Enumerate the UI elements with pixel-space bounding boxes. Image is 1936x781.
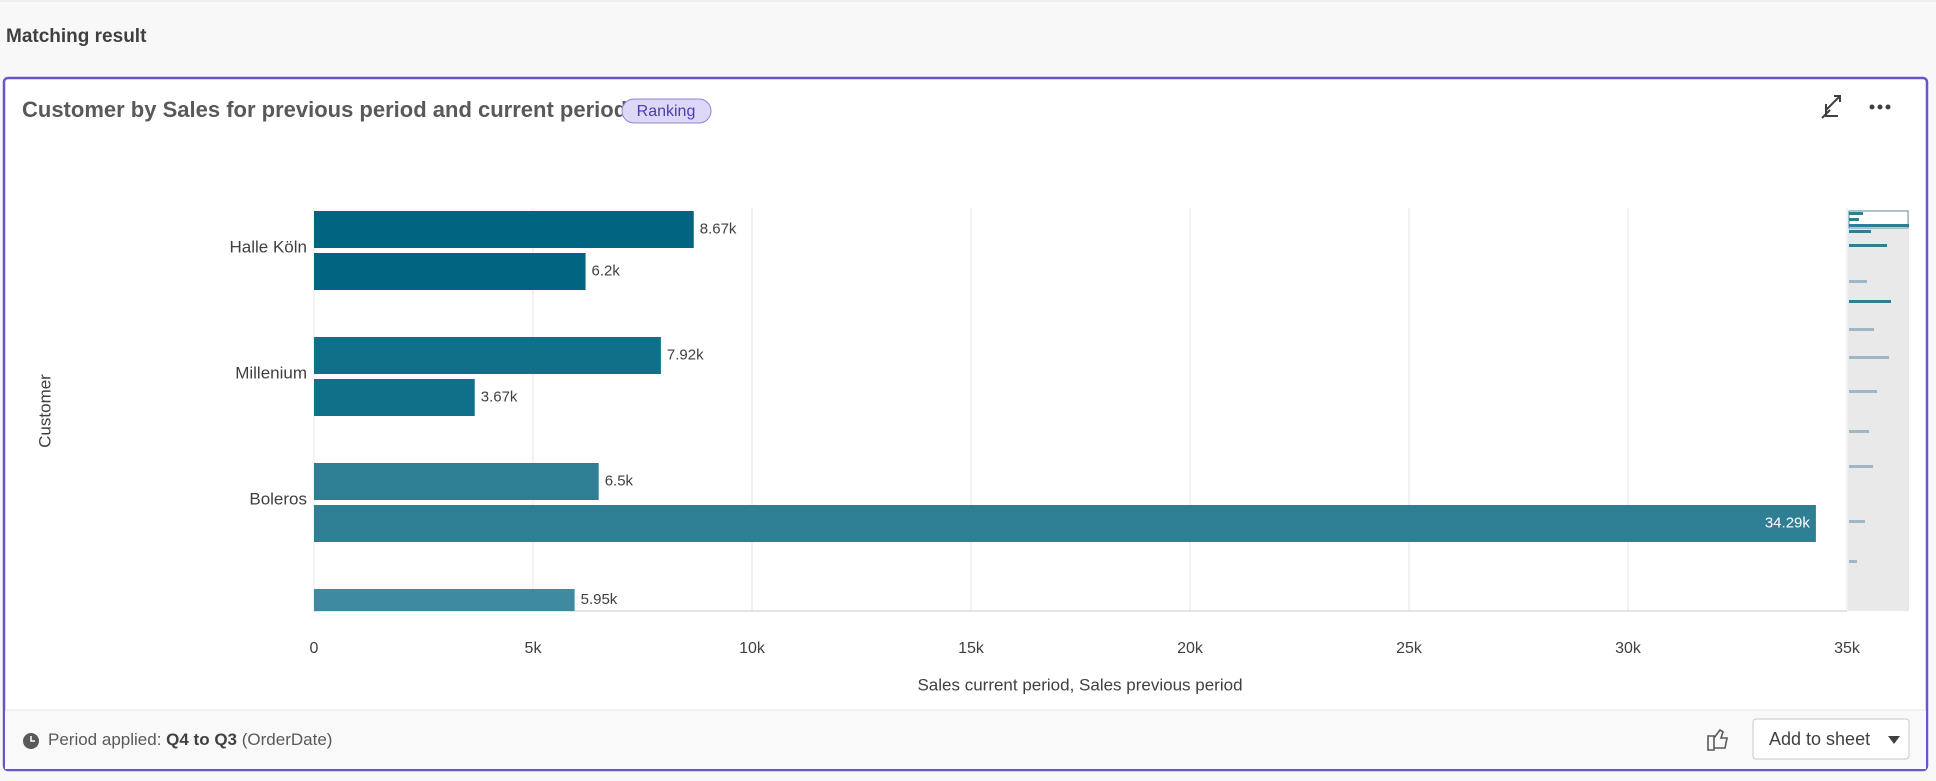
bar [314,253,586,290]
more-icon[interactable] [1869,104,1891,110]
x-tick-label: 0 [310,640,319,657]
bar [314,211,694,248]
x-tick-label: 30k [1615,640,1642,657]
chart: 0 5k 10k 15k 20k 25k 30k 35k Sales current perio… [35,208,1861,694]
period-field: (OrderDate) [242,730,333,749]
data-label: 6.2k [592,262,621,279]
data-label: 5.95k [581,591,618,608]
x-axis-title: Sales current period, Sales previous per… [917,675,1242,694]
add-button[interactable] [1752,718,1910,760]
bar [314,463,599,500]
expand-icon[interactable] [1821,95,1841,119]
data-label: 7.92k [667,346,704,363]
data-label: 34.29k [1765,514,1811,531]
x-tick-label: 15k [958,640,985,657]
period-label: Period applied: [48,730,161,749]
page-heading: Matching result [6,26,147,47]
footer-text: Period applied: Q4 to Q3 (OrderDate) [48,730,332,749]
data-label: 8.67k [700,220,737,237]
x-tick-label: 35k [1834,640,1861,657]
minimap[interactable] [1848,210,1909,611]
feedback-icon[interactable] [1707,728,1728,751]
card-title: Customer by Sales for previous period an… [22,97,627,122]
data-label: 6.5k [605,472,634,489]
bar [314,589,575,611]
bar [314,505,1816,542]
bar [314,379,475,416]
x-tick-label: 5k [525,640,543,657]
data-label: 3.67k [481,388,518,405]
badge [621,98,712,124]
card [2,76,1929,772]
clock-hands [30,736,35,742]
bar [314,337,661,374]
plot-area: 8.67k 6.2k 7.92k 3.67k 6.5k 34.29k 5.95k [314,211,1816,611]
x-tick-label: 10k [739,640,766,657]
dropdown-caret[interactable] [1888,736,1900,744]
period-value: Q4 to Q3 [166,730,237,749]
add-button-text[interactable]: Add to sheet [1769,729,1870,749]
y-axis-title: Customer [35,374,54,448]
y-tick-label: Boleros [249,489,307,508]
x-tick-label: 20k [1177,640,1204,657]
badge-text: Ranking [637,103,696,120]
x-tick-label: 25k [1396,640,1423,657]
y-tick-label: Halle Köln [230,237,308,256]
y-tick-label: Millenium [235,363,307,382]
footer [5,711,1926,769]
